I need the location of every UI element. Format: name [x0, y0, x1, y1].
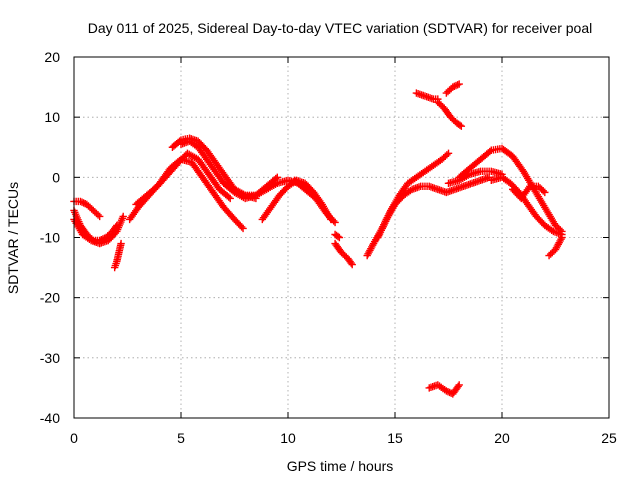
series-arc-23	[545, 233, 566, 260]
series-arc-3	[70, 197, 104, 221]
data-point	[444, 149, 453, 157]
series-arc-11	[290, 176, 339, 227]
x-tick-label: 0	[70, 430, 78, 446]
series-arc-12	[331, 239, 356, 269]
data-point	[457, 122, 466, 130]
x-tick-label: 10	[280, 430, 296, 446]
data-point	[558, 233, 566, 242]
grid-lines	[74, 57, 609, 418]
series-arc-19	[425, 381, 463, 398]
x-tick-label: 15	[387, 430, 403, 446]
data-point	[455, 381, 463, 389]
y-tick-label: -10	[40, 230, 60, 246]
series-arc-9	[220, 179, 260, 203]
data-point	[95, 212, 104, 221]
y-tick-label: -30	[40, 350, 60, 366]
data-marks	[70, 80, 566, 398]
data-point	[455, 80, 463, 88]
data-point	[273, 173, 281, 182]
x-axis-label: GPS time / hours	[287, 458, 394, 474]
y-tick-label: 20	[44, 49, 60, 65]
series-arc-18	[442, 80, 463, 97]
series-arc-8	[177, 137, 281, 203]
y-tick-label: -20	[40, 290, 60, 306]
data-point	[226, 194, 234, 203]
x-tick-label: 25	[601, 430, 617, 446]
series-arc-4	[110, 239, 125, 272]
series-arc-22	[509, 182, 549, 203]
y-tick-label: 10	[44, 109, 60, 125]
data-point	[348, 260, 356, 269]
axis-ticks: 0 5 10 15 20 25 -40 -30 -20 -10 0 10 20	[40, 49, 617, 446]
data-point	[113, 221, 121, 230]
data-point	[498, 170, 506, 179]
x-tick-label: 20	[494, 430, 510, 446]
data-point	[117, 239, 125, 248]
y-tick-label: 0	[52, 169, 60, 185]
series-arc-15	[374, 173, 493, 242]
series-arc-13	[331, 230, 344, 242]
series-arc-24	[444, 167, 506, 188]
data-point	[331, 218, 339, 227]
data-point	[541, 188, 549, 197]
data-point	[335, 233, 344, 242]
series-arc-6	[132, 149, 234, 209]
data-point	[119, 212, 127, 221]
series-arc-20	[455, 144, 566, 236]
chart-title: Day 011 of 2025, Sidereal Day-to-day VTE…	[88, 20, 592, 36]
data-point	[252, 194, 260, 203]
series-arc-17	[434, 98, 466, 130]
y-tick-label: -40	[40, 410, 60, 426]
x-tick-label: 5	[177, 430, 185, 446]
data-point	[239, 224, 247, 233]
y-axis-label: SDTVAR / TECUs	[5, 182, 21, 294]
